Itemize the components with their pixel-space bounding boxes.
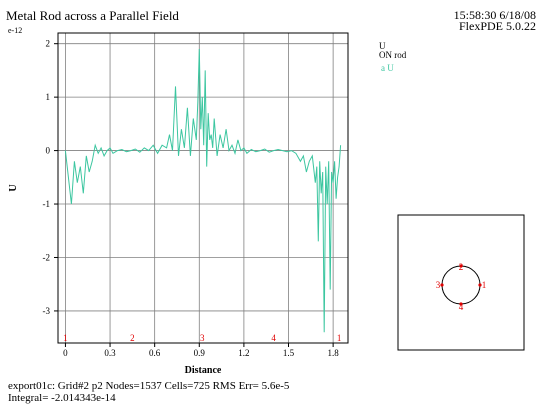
mesh-node-dot <box>459 302 463 306</box>
path-marker-label: 4 <box>271 333 276 343</box>
y-tick-label: 0 <box>46 146 51 156</box>
path-marker-label: 1 <box>337 333 342 343</box>
mesh-node-dot <box>440 283 444 287</box>
x-axis-label: Distance <box>185 365 222 376</box>
mesh-node-dot <box>478 283 482 287</box>
timestamp: 15:58:30 6/18/08 <box>453 8 536 22</box>
legend-entry-label: U <box>387 63 394 73</box>
y-tick-label: 1 <box>46 92 51 102</box>
x-tick-label: 0 <box>63 348 68 358</box>
path-marker-layer: 1 2 3 4 1 <box>63 333 341 343</box>
mesh-node-label: 1 <box>482 280 487 290</box>
series-layer <box>64 48 342 333</box>
y-tick-label: -3 <box>43 306 51 316</box>
legend-entry: a U <box>381 63 394 73</box>
path-marker-label: 2 <box>130 333 135 343</box>
path-marker-label: 3 <box>200 333 205 343</box>
mesh-node-label: 2 <box>459 262 464 272</box>
y-tick-label: -2 <box>43 252 51 262</box>
mesh-node-dot <box>459 264 463 268</box>
mesh-inset: 2 3 4 1 <box>397 214 525 351</box>
grid-layer <box>58 33 348 343</box>
mesh-node-label: 4 <box>459 302 464 312</box>
y-tick-label: -1 <box>43 199 51 209</box>
footer-integral: Integral= -2.014343e-14 <box>8 392 116 404</box>
x-tick-label: 0.9 <box>194 348 206 358</box>
tick-layer: 2 1 0 -1 -2 -3 0 0.3 0.6 0.9 1.2 1.5 1.8 <box>43 39 340 358</box>
x-tick-label: 1.8 <box>328 348 340 358</box>
mesh-inset-frame <box>397 214 525 351</box>
series-line <box>64 48 342 333</box>
x-tick-label: 0.6 <box>149 348 161 358</box>
x-tick-label: 0.3 <box>104 348 116 358</box>
legend-entry-marker: a <box>381 63 385 73</box>
x-tick-label: 1.5 <box>283 348 295 358</box>
footer-stats: export01c: Grid#2 p2 Nodes=1537 Cells=72… <box>8 380 290 392</box>
x-tick-label: 1.2 <box>238 348 249 358</box>
plot-title: Metal Rod across a Parallel Field <box>6 8 179 23</box>
y-tick-label: 2 <box>46 39 51 49</box>
mesh-node-label: 3 <box>436 280 441 290</box>
legend-subtitle: ON rod <box>379 50 407 60</box>
software-version: FlexPDE 5.0.22 <box>458 19 536 33</box>
plot-frame <box>57 32 349 344</box>
y-axis-label: U <box>8 184 19 191</box>
legend-variable: U <box>379 41 386 51</box>
path-marker-label: 1 <box>63 333 68 343</box>
scale-factor-label: e-12 <box>8 26 23 35</box>
